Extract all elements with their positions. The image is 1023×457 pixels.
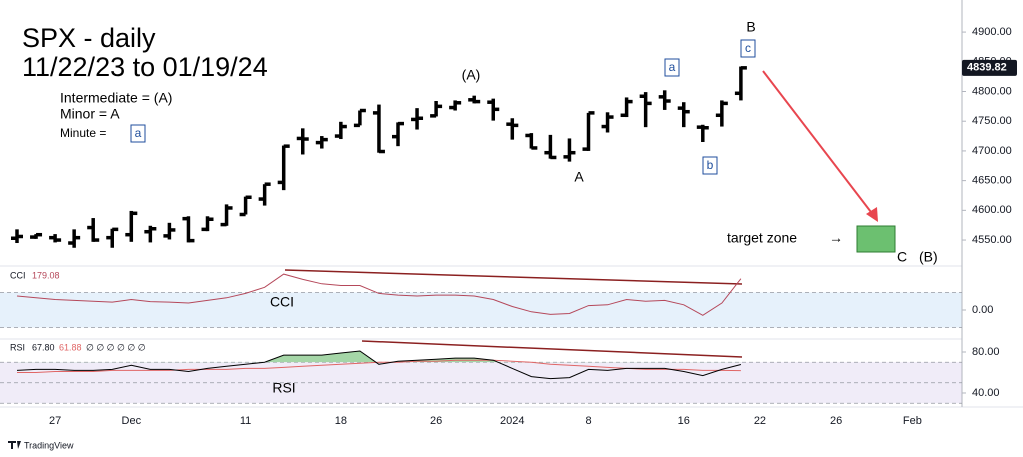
y-tick-label: 4900.00	[972, 26, 1012, 38]
y-tick-label: 40.00	[972, 387, 1000, 399]
wave-label: B	[746, 19, 755, 35]
y-tick-label: 4650.00	[972, 175, 1012, 187]
indicator-extra: ∅ ∅ ∅ ∅ ∅ ∅	[86, 342, 146, 352]
pane-label: CCI	[270, 294, 294, 310]
y-tick-label: 4600.00	[972, 204, 1012, 216]
y-tick-label: 4700.00	[972, 145, 1012, 157]
x-tick-label: 26	[430, 415, 442, 427]
x-tick-label: 22	[754, 415, 766, 427]
brand: TradingView	[24, 440, 74, 450]
brand-logo	[8, 441, 21, 449]
x-tick-label: Feb	[903, 415, 922, 427]
target-label: target zone	[727, 230, 797, 246]
x-tick-label: 26	[830, 415, 842, 427]
indicator-value: 67.80	[32, 342, 55, 352]
chart-title: SPX - daily	[22, 23, 156, 53]
arrow-head	[866, 207, 878, 222]
x-tick-label: 8	[585, 415, 591, 427]
indicator-line	[17, 359, 741, 373]
last-price-label: 4839.82	[967, 62, 1007, 74]
pane-label: RSI	[272, 380, 295, 396]
x-tick-label: 27	[49, 415, 61, 427]
indicator-line	[16, 350, 742, 380]
projection-arrow	[762, 70, 875, 217]
x-tick-label: 16	[678, 415, 690, 427]
x-tick-label: Dec	[122, 415, 142, 427]
wave-label: A	[574, 169, 584, 185]
wave-box	[130, 124, 146, 143]
trend-line	[361, 340, 743, 358]
legend-note: Intermediate = (A)	[60, 90, 172, 106]
x-tick-label: 2024	[500, 415, 524, 427]
wave-box	[740, 39, 756, 58]
legend-note: Minor = A	[60, 106, 120, 122]
y-tick-label: 4800.00	[972, 85, 1012, 97]
legend-note: a	[135, 126, 142, 140]
wave-label: b	[707, 158, 714, 172]
legend-note: Minute =	[60, 126, 106, 140]
wave-box	[702, 156, 718, 175]
last-price-box	[962, 59, 1017, 76]
indicator-name: CCI	[10, 270, 26, 280]
y-tick-label: 0.00	[972, 304, 993, 316]
wave-label: a	[669, 60, 676, 74]
target-zone	[856, 225, 896, 253]
indicator-name: RSI	[10, 342, 25, 352]
x-tick-label: 11	[240, 415, 251, 427]
indicator-line	[16, 273, 742, 316]
wave-box	[664, 58, 680, 77]
target-arrow: →	[829, 230, 843, 246]
trend-line	[284, 269, 743, 285]
y-tick-label: 80.00	[972, 346, 1000, 358]
wave-label: (B)	[919, 249, 938, 265]
y-tick-label: 4750.00	[972, 115, 1012, 127]
indicator-value: 179.08	[32, 270, 60, 280]
wave-label: (A)	[462, 67, 481, 83]
x-tick-label: 18	[335, 415, 347, 427]
indicator-value: 61.88	[59, 342, 82, 352]
y-tick-label: 4550.00	[972, 234, 1012, 246]
band-fill	[0, 292, 962, 328]
chart-subtitle: 11/22/23 to 01/19/24	[22, 52, 268, 82]
wave-label: c	[745, 41, 751, 55]
wave-label: C	[897, 249, 907, 265]
